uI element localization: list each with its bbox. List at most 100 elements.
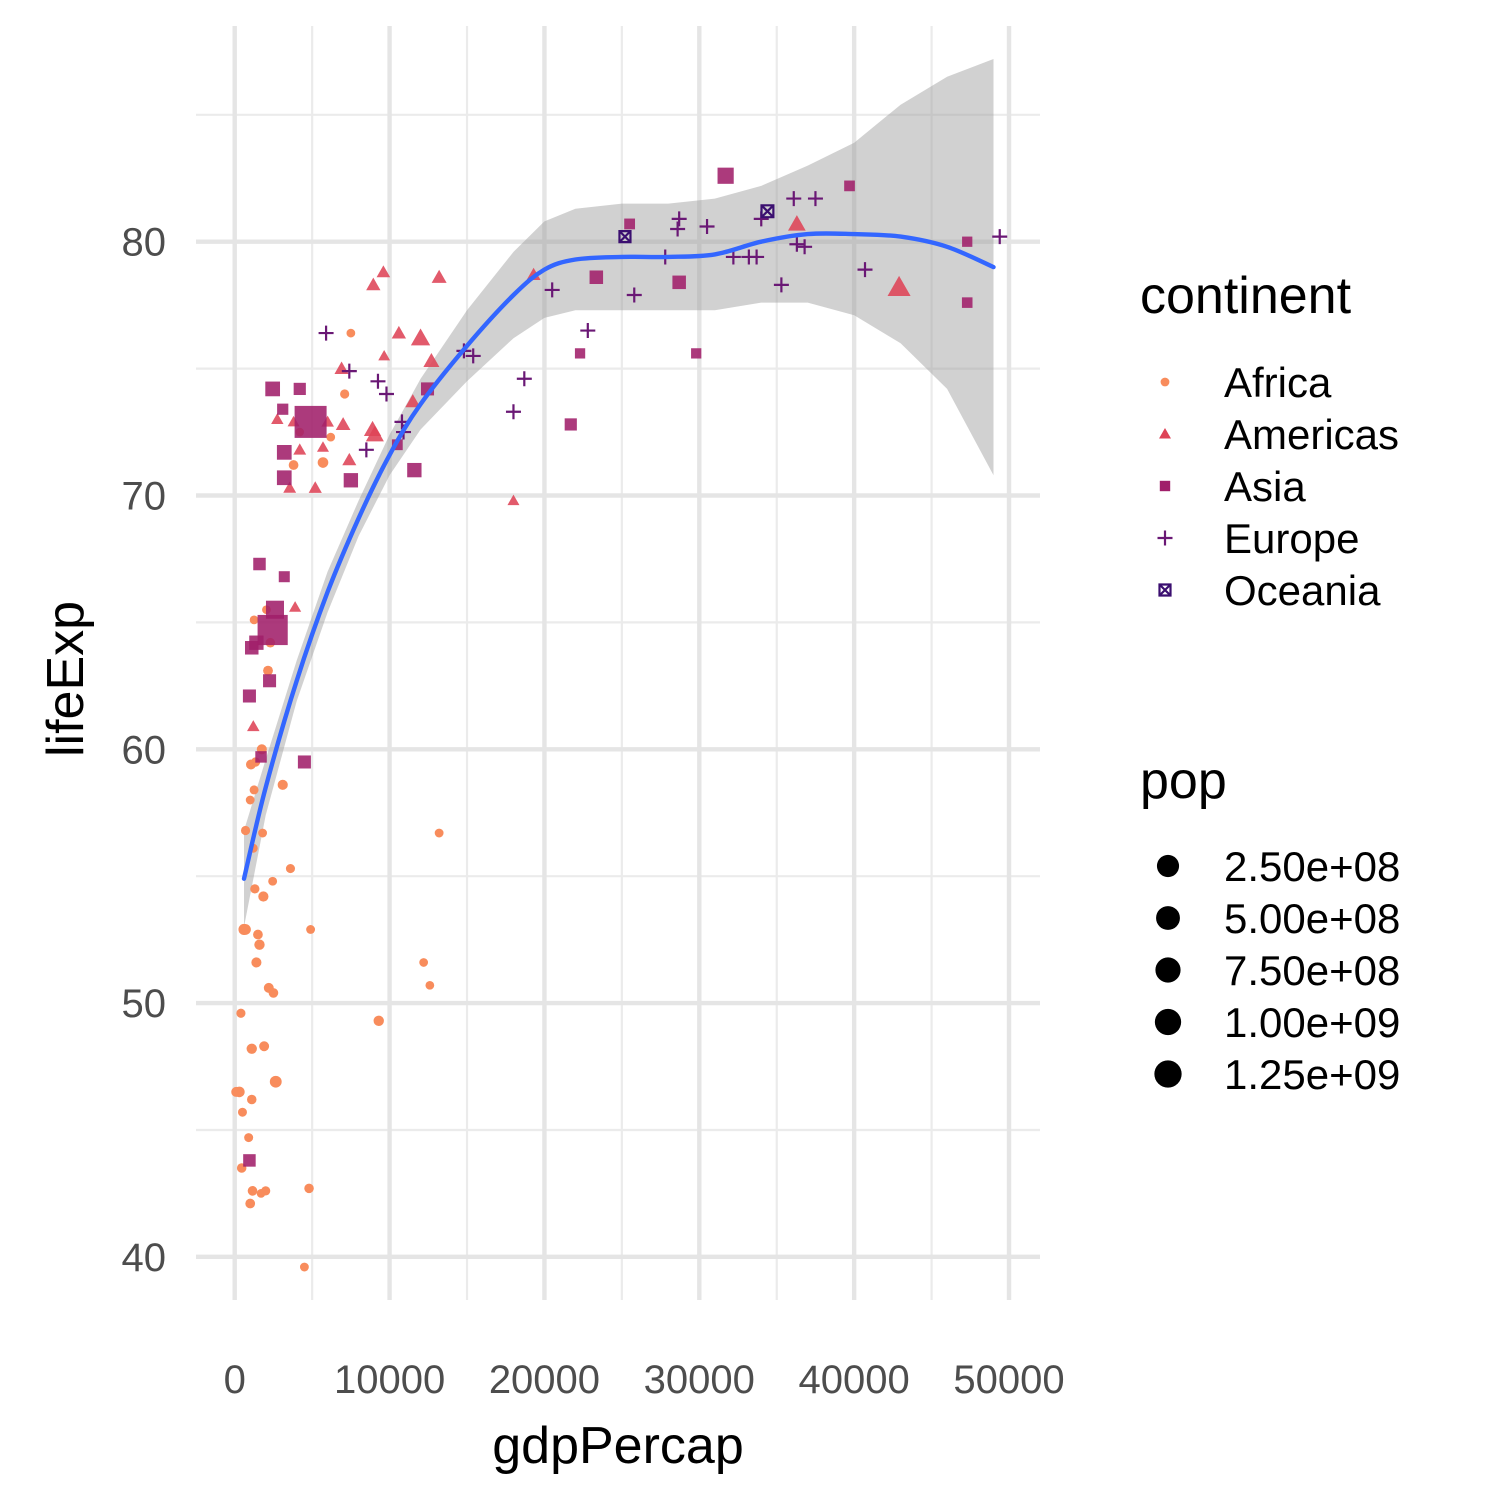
data-point [257, 614, 288, 646]
data-point [249, 615, 259, 625]
data-point [277, 779, 288, 790]
pop-legend-circle [1154, 1060, 1182, 1088]
data-point [340, 389, 350, 399]
data-point-mark [691, 348, 702, 359]
data-point-mark [407, 462, 422, 478]
data-point-mark [626, 287, 642, 303]
data-point-mark [423, 352, 440, 368]
data-point-mark [269, 1075, 282, 1088]
pop-legend-label: 1.00e+09 [1224, 999, 1400, 1046]
pop-legend-circle [1156, 906, 1180, 930]
data-point [240, 924, 251, 935]
x-tick-label: 30000 [644, 1358, 755, 1402]
y-tick-label: 70 [122, 475, 167, 519]
data-point-mark [268, 988, 279, 998]
legend-label: Oceania [1224, 567, 1381, 614]
data-point-mark [246, 1094, 257, 1105]
data-point-mark [277, 403, 289, 415]
data-point-mark [544, 282, 560, 298]
data-point [760, 204, 775, 219]
data-point-mark [419, 958, 429, 967]
data-point-mark [410, 328, 431, 346]
y-tick-label: 80 [122, 221, 167, 265]
data-point [788, 215, 806, 231]
data-point [373, 1015, 384, 1027]
data-point-mark [258, 828, 268, 838]
pop-legend-label: 7.50e+08 [1224, 947, 1400, 994]
data-point-mark [316, 441, 329, 452]
data-point-mark [237, 1107, 247, 1117]
data-point [407, 462, 422, 478]
data-point-mark [318, 325, 334, 341]
data-point-mark [343, 473, 359, 488]
data-point [297, 755, 311, 769]
data-point [580, 323, 596, 339]
data-point [544, 282, 560, 298]
data-point [618, 230, 632, 244]
pop-legend: pop 2.50e+08 5.00e+08 7.50e+08 1.00e+09 1.25… [1140, 752, 1400, 1098]
data-point [431, 269, 447, 283]
data-point-mark [672, 275, 686, 290]
data-point-mark [265, 600, 284, 619]
data-point [366, 277, 381, 291]
data-point [317, 457, 329, 468]
data-point [699, 218, 715, 234]
data-point-mark [342, 452, 357, 466]
data-point [789, 236, 805, 252]
data-point-mark [249, 785, 259, 795]
data-point-mark [341, 363, 357, 379]
data-point-mark [624, 218, 636, 230]
data-point [365, 425, 384, 442]
data-point [857, 262, 873, 278]
data-point [516, 371, 532, 387]
data-point [335, 417, 351, 430]
data-point-mark [247, 720, 260, 732]
data-point-mark [276, 470, 292, 486]
data-point [624, 218, 636, 230]
data-point [343, 473, 359, 488]
data-point-mark [797, 239, 813, 255]
data-point [250, 884, 260, 894]
data-point-mark [789, 236, 805, 252]
data-point [269, 1075, 282, 1088]
data-point-mark [283, 481, 297, 493]
data-point [277, 403, 289, 415]
data-point-mark [376, 265, 391, 278]
data-point-mark [294, 405, 327, 438]
smooth-line-path [241, 231, 996, 881]
data-point [887, 275, 911, 297]
data-point-mark [326, 432, 336, 442]
data-point [961, 297, 973, 308]
data-point [671, 211, 687, 227]
data-point [276, 445, 292, 460]
data-point-mark [288, 460, 299, 470]
data-point-mark [465, 348, 481, 364]
data-point-mark [370, 373, 386, 389]
data-point [259, 1041, 270, 1052]
data-point [288, 460, 299, 470]
data-point [236, 1008, 246, 1018]
data-point-mark [786, 191, 802, 207]
x-tick-label: 50000 [953, 1358, 1064, 1402]
data-point-mark [717, 167, 734, 184]
data-point [255, 751, 267, 763]
data-point [263, 665, 273, 676]
data-point-mark [618, 230, 632, 244]
pop-legend-item: 1.00e+09 [1154, 999, 1400, 1046]
data-point [253, 929, 263, 940]
data-point [304, 1183, 314, 1194]
data-point-mark [253, 557, 266, 571]
data-point-mark [268, 876, 278, 886]
data-point [574, 348, 586, 359]
data-point [589, 270, 604, 285]
data-point-mark [299, 1262, 309, 1272]
legend-label: Asia [1224, 463, 1306, 510]
data-point [246, 1043, 257, 1054]
data-point [308, 481, 322, 493]
data-point [258, 828, 268, 838]
data-point-mark [306, 925, 316, 934]
data-point [505, 404, 521, 420]
data-point-mark [244, 1133, 254, 1143]
data-point [419, 958, 429, 967]
